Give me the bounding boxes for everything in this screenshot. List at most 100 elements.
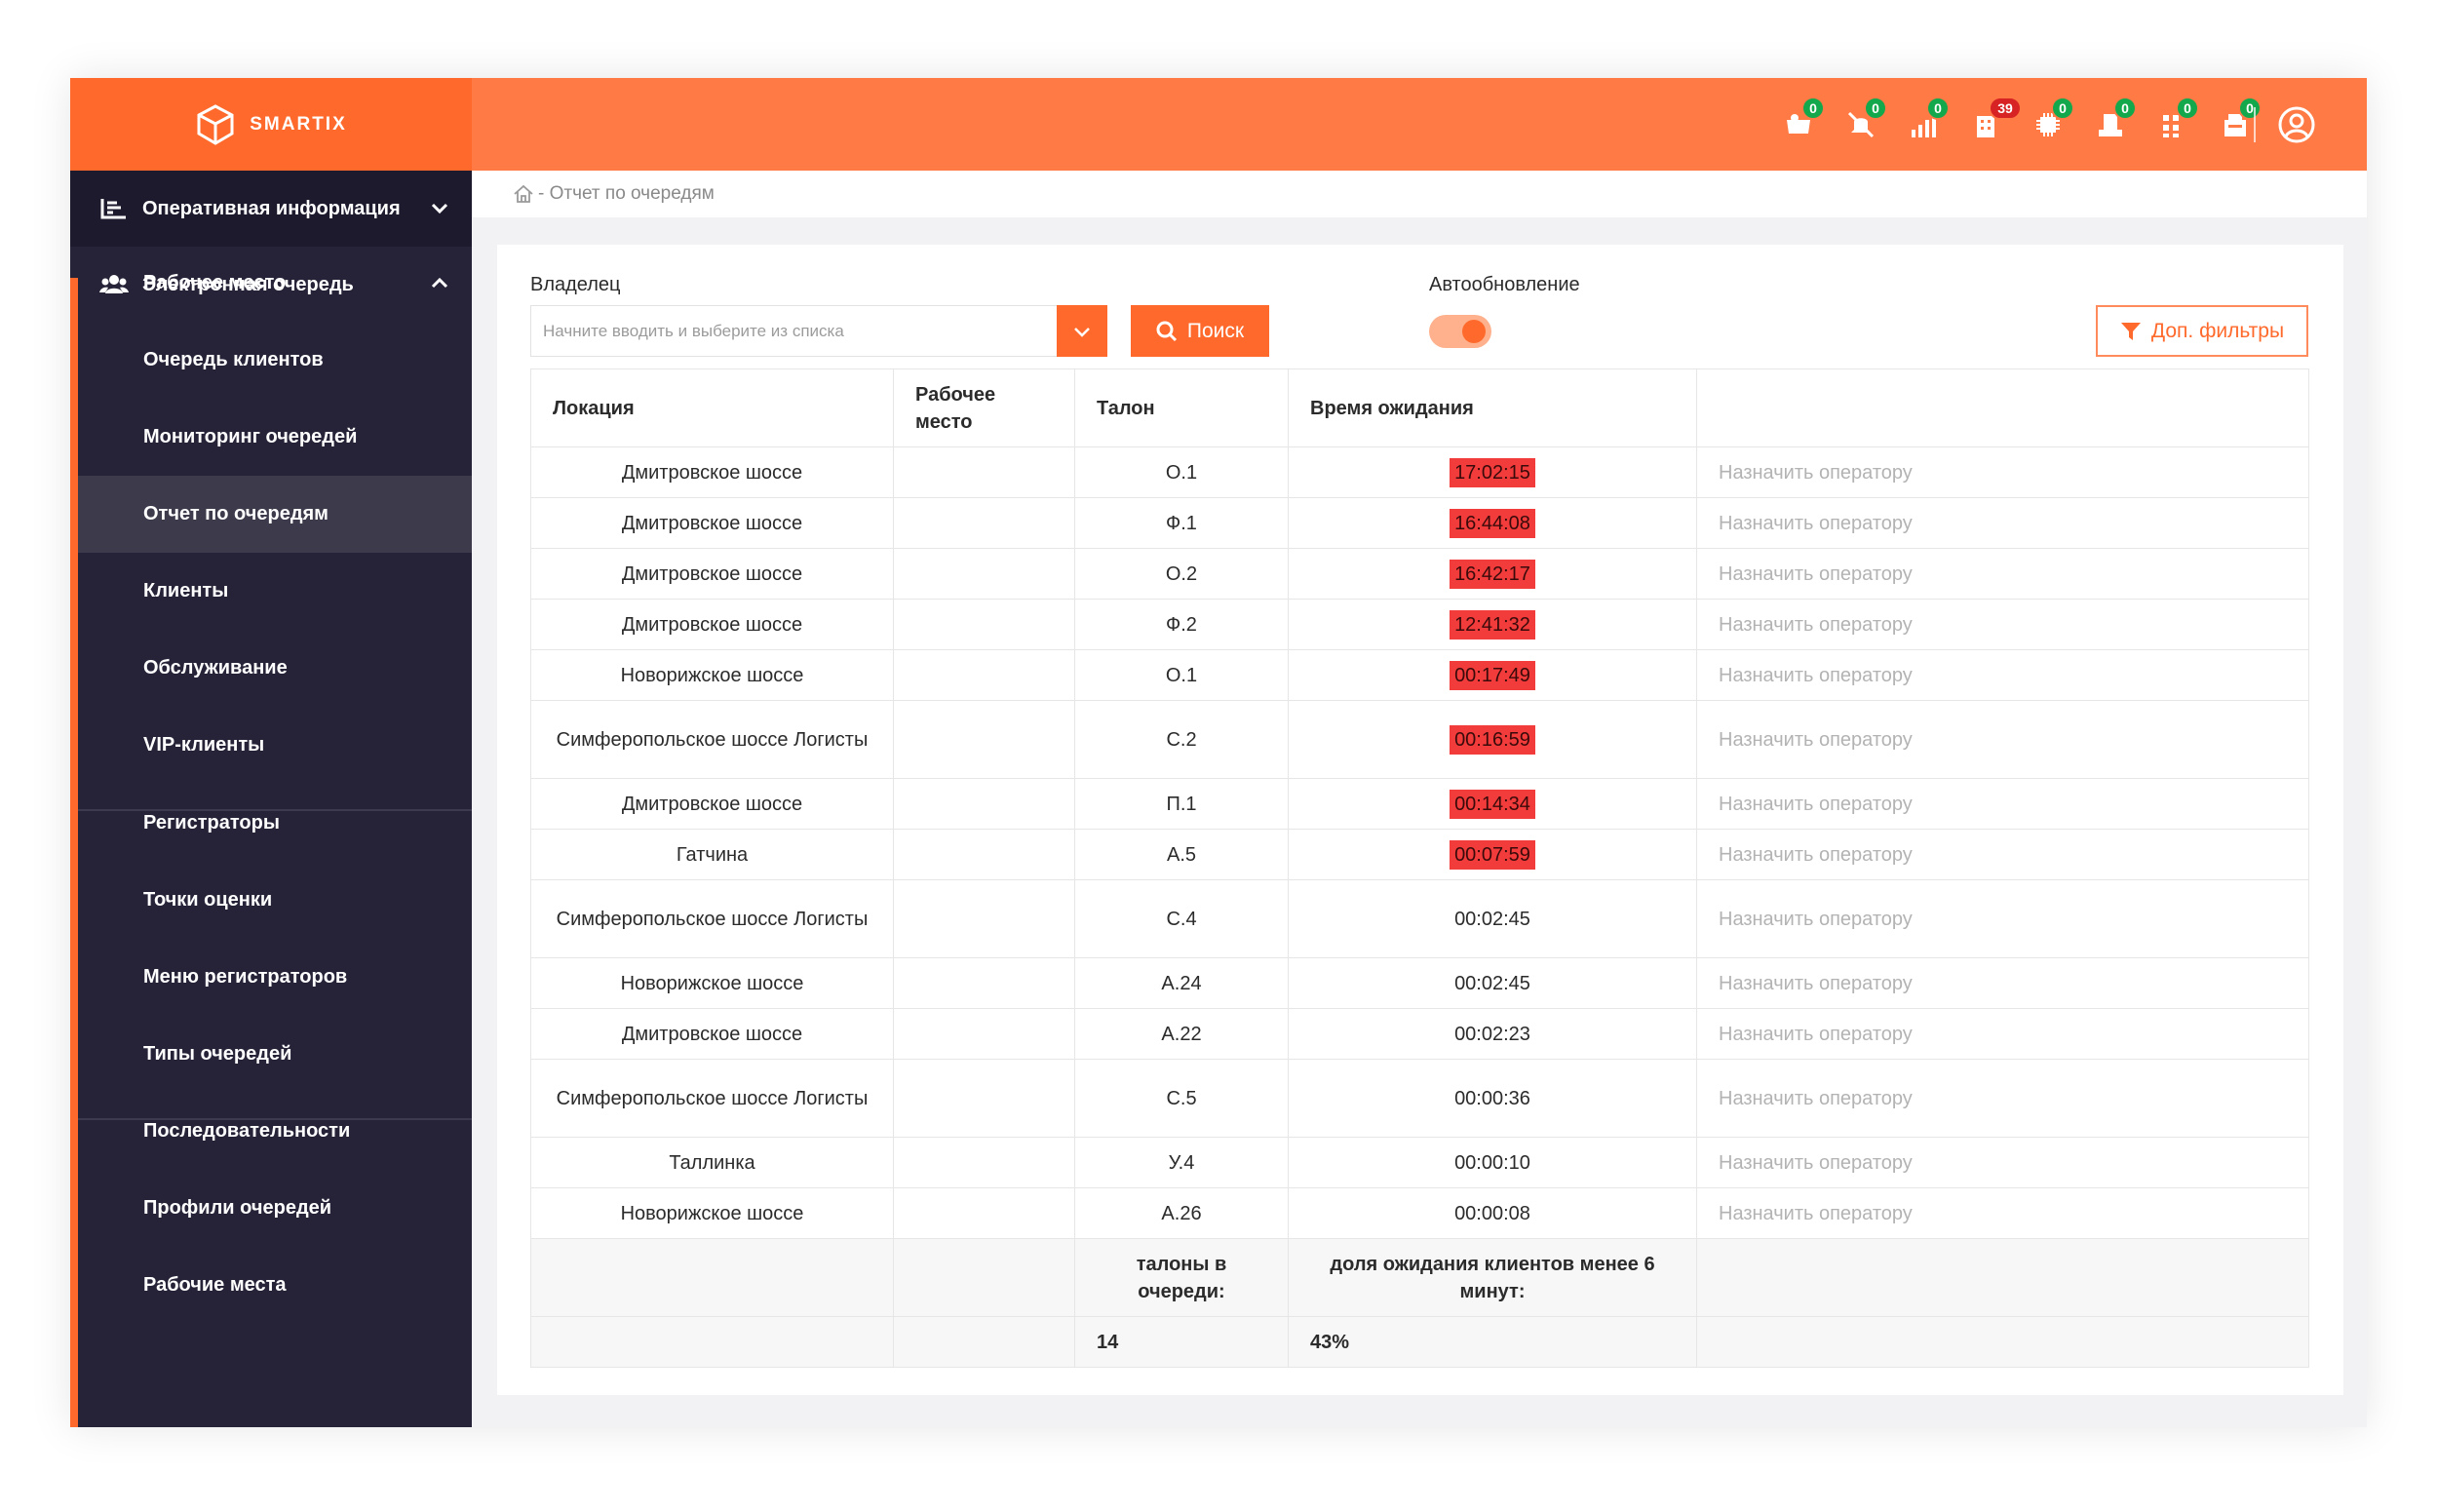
top-bar: SMARTIX 0 0 0 39 0 0 0 0	[70, 78, 2367, 171]
sidebar-item-label: Точки оценки	[143, 889, 273, 911]
sidebar-item-label: Рабочее место	[143, 272, 287, 293]
assign-operator-link[interactable]: Назначить оператору	[1696, 599, 2309, 650]
summary-empty-cell	[530, 1316, 894, 1368]
grid-status[interactable]: 0	[2158, 96, 2199, 139]
sidebar-item-vip-clients[interactable]: VIP-клиенты	[78, 707, 472, 784]
sidebar-item-label: Мониторинг очередей	[143, 426, 358, 447]
more-filters-label: Доп. фильтры	[2150, 319, 2285, 342]
cell-workplace	[893, 548, 1075, 600]
sidebar-item-label: Очередь клиентов	[143, 349, 324, 370]
sidebar-item-rating-points[interactable]: Точки оценки	[78, 862, 472, 939]
assign-operator-link[interactable]: Назначить оператору	[1696, 497, 2309, 549]
assign-operator-link[interactable]: Назначить оператору	[1696, 548, 2309, 600]
user-account-icon[interactable]	[2277, 105, 2316, 144]
terminal-icon	[2224, 113, 2246, 136]
count-badge: 0	[2051, 96, 2074, 120]
table-row: Гатчина А.5 00:07:59 Назначить оператору	[530, 829, 2309, 880]
search-button[interactable]: Поиск	[1131, 305, 1269, 357]
cell-wait-time: 00:02:23	[1288, 1008, 1697, 1060]
wait-time-overdue: 12:41:32	[1450, 609, 1535, 640]
home-icon[interactable]	[513, 184, 534, 204]
column-header-ticket[interactable]: Талон	[1074, 368, 1289, 447]
sidebar-item-queue-types[interactable]: Типы очередей	[78, 1016, 472, 1093]
more-filters-button[interactable]: Доп. фильтры	[2096, 305, 2308, 357]
table-row: Симферопольское шоссе Логисты С.4 00:02:45…	[530, 879, 2309, 958]
summary-label-row: талоны в очереди: доля ожидания клиентов …	[530, 1238, 2309, 1317]
brand-logo[interactable]: SMARTIX	[70, 78, 472, 171]
cell-ticket: А.5	[1074, 829, 1289, 880]
signal-status[interactable]: 0	[1909, 96, 1950, 139]
cell-ticket: С.5	[1074, 1059, 1289, 1138]
sidebar-item-label: Последовательности	[143, 1120, 351, 1142]
wait-time: 00:02:23	[1454, 1023, 1530, 1045]
search-button-label: Поиск	[1186, 319, 1245, 342]
sidebar-item-registrars[interactable]: Регистраторы	[78, 785, 472, 862]
assign-operator-link[interactable]: Назначить оператору	[1696, 829, 2309, 880]
assign-operator-link[interactable]: Назначить оператору	[1696, 1137, 2309, 1188]
sidebar-section-operational[interactable]: Оперативная информация	[70, 171, 472, 247]
assign-operator-link[interactable]: Назначить оператору	[1696, 1008, 2309, 1060]
assign-operator-link[interactable]: Назначить оператору	[1696, 446, 2309, 498]
sidebar-item-queue-report[interactable]: Отчет по очередям	[78, 476, 472, 553]
search-icon	[1156, 321, 1177, 341]
cell-location: Гатчина	[530, 829, 894, 880]
cell-location: Таллинка	[530, 1137, 894, 1188]
sidebar-section-label: Электронная очередь	[142, 273, 354, 295]
printer-status[interactable]: 0	[2096, 96, 2137, 139]
breadcrumb-current: - Отчет по очередям	[538, 183, 715, 204]
cell-workplace	[893, 497, 1075, 549]
assign-operator-link[interactable]: Назначить оператору	[1696, 1059, 2309, 1138]
autoupdate-toggle[interactable]	[1429, 315, 1491, 348]
cell-workplace	[893, 879, 1075, 958]
cell-wait-time: 00:00:08	[1288, 1187, 1697, 1239]
sidebar-divider	[78, 1118, 472, 1120]
wait-time-overdue: 00:17:49	[1450, 660, 1535, 690]
owner-input[interactable]: Начните вводить и выберите из списка	[530, 305, 1057, 357]
table-row: Дмитровское шоссе Ф.1 16:44:08 Назначить оп…	[530, 497, 2309, 549]
cell-ticket: О.1	[1074, 649, 1289, 701]
sidebar-item-queue-profiles[interactable]: Профили очередей	[78, 1170, 472, 1247]
column-header-wait-time[interactable]: Время ожидания	[1288, 368, 1697, 447]
terminal-status[interactable]: 0	[2221, 96, 2262, 139]
building-status[interactable]: 39	[1971, 96, 2022, 139]
sidebar-item-label: Профили очередей	[143, 1197, 332, 1219]
sidebar-item-registrar-menu[interactable]: Меню регистраторов	[78, 939, 472, 1016]
cart-status[interactable]: 0	[1784, 96, 1825, 139]
sidebar-item-service[interactable]: Обслуживание	[78, 630, 472, 707]
column-header-workplace[interactable]: Рабочее место	[893, 368, 1075, 447]
cell-wait-time: 00:16:59	[1288, 700, 1697, 779]
sidebar-item-sequences[interactable]: Последовательности	[78, 1093, 472, 1170]
chevron-down-icon	[1074, 327, 1090, 337]
queue-report-table: Локация Рабочее место Талон Время ожидан…	[530, 368, 2309, 1368]
sidebar-item-label: Отчет по очередям	[143, 503, 329, 524]
sidebar-item-workplace[interactable]: Рабочее место	[78, 245, 472, 322]
summary-empty-cell	[893, 1316, 1075, 1368]
assign-operator-link[interactable]: Назначить оператору	[1696, 700, 2309, 779]
chip-status[interactable]: 0	[2033, 96, 2074, 139]
report-panel: Владелец Начните вводить и выберите из с…	[497, 245, 2343, 1395]
cell-workplace	[893, 1008, 1075, 1060]
summary-share-value: 43%	[1288, 1316, 1697, 1368]
cell-workplace	[893, 957, 1075, 1009]
column-header-location[interactable]: Локация	[530, 368, 894, 447]
assign-operator-link[interactable]: Назначить оператору	[1696, 1187, 2309, 1239]
assign-operator-link[interactable]: Назначить оператору	[1696, 957, 2309, 1009]
cell-ticket: С.4	[1074, 879, 1289, 958]
cell-wait-time: 16:42:17	[1288, 548, 1697, 600]
mute-bell-status[interactable]: 0	[1846, 96, 1887, 139]
sidebar-item-clients[interactable]: Клиенты	[78, 553, 472, 630]
sidebar-section-queue[interactable]: Электронная очередь	[70, 247, 472, 323]
bar-chart-icon	[100, 199, 126, 219]
assign-operator-link[interactable]: Назначить оператору	[1696, 649, 2309, 701]
brand-name: SMARTIX	[250, 113, 347, 135]
cell-workplace	[893, 778, 1075, 830]
table-row: Симферопольское шоссе Логисты С.5 00:00:36…	[530, 1059, 2309, 1138]
sidebar-item-client-queue[interactable]: Очередь клиентов	[78, 322, 472, 399]
owner-dropdown-button[interactable]	[1057, 305, 1107, 357]
sidebar-item-label: Клиенты	[143, 580, 229, 601]
assign-operator-link[interactable]: Назначить оператору	[1696, 879, 2309, 958]
assign-operator-link[interactable]: Назначить оператору	[1696, 778, 2309, 830]
sidebar-item-workplaces[interactable]: Рабочие места	[78, 1247, 472, 1324]
cell-location: Симферопольское шоссе Логисты	[530, 700, 894, 779]
sidebar-item-queue-monitoring[interactable]: Мониторинг очередей	[78, 399, 472, 476]
